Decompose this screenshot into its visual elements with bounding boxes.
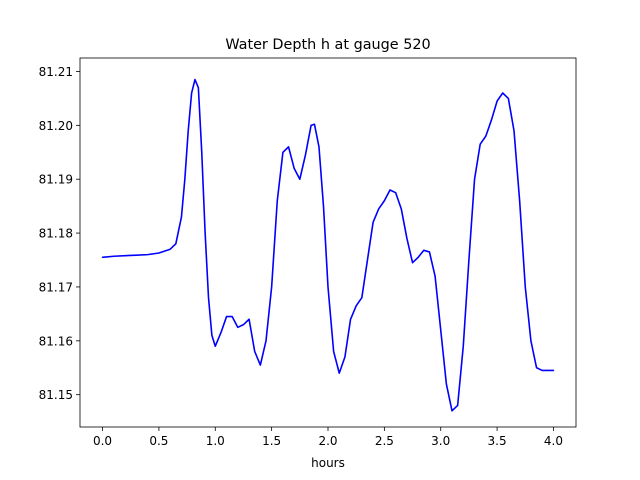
x-axis-ticks: 0.0 0.5 1.0 1.5 2.0 2.5 3.0 3.5 4.0: [93, 427, 563, 448]
x-tick-label: 4.0: [544, 434, 563, 448]
y-axis-ticks: 81.15 81.16 81.17 81.18 81.19 81.20 81.21: [39, 65, 80, 402]
y-tick-label: 81.19: [39, 173, 73, 187]
y-tick-label: 81.21: [39, 65, 73, 79]
y-tick-label: 81.17: [39, 280, 73, 294]
x-tick-label: 3.5: [488, 434, 507, 448]
x-tick-label: 1.0: [206, 434, 225, 448]
x-tick-label: 2.0: [318, 434, 337, 448]
x-tick-label: 0.0: [93, 434, 112, 448]
series-line-0: [101, 78, 555, 412]
y-tick-label: 81.18: [39, 227, 73, 241]
x-tick-label: 2.5: [375, 434, 394, 448]
chart-title: Water Depth h at gauge 520: [225, 37, 430, 53]
y-tick-label: 81.15: [39, 388, 73, 402]
plot-area: [79, 57, 577, 428]
y-tick-label: 81.20: [39, 119, 73, 133]
x-tick-label: 1.5: [262, 434, 281, 448]
x-axis-label: hours: [311, 456, 345, 470]
y-tick-label: 81.16: [39, 334, 73, 348]
x-tick-label: 0.5: [149, 434, 168, 448]
x-tick-label: 3.0: [431, 434, 450, 448]
axes-frame: [79, 57, 577, 428]
